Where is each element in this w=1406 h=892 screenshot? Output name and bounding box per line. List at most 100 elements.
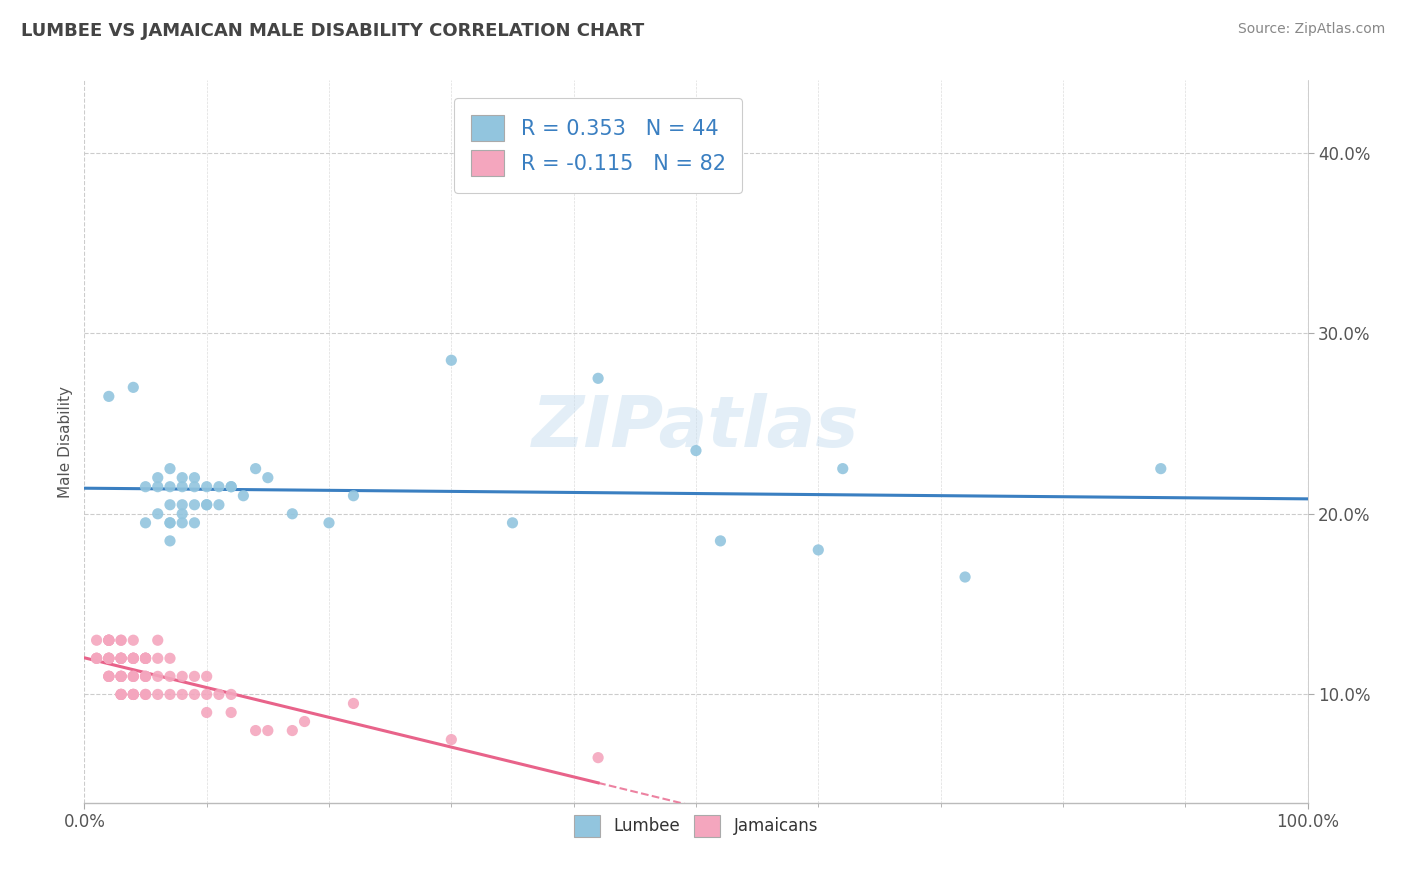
Point <box>122 687 145 701</box>
Point <box>135 651 157 665</box>
Point <box>172 480 194 494</box>
Point <box>135 651 157 665</box>
Point <box>97 669 120 683</box>
Point <box>219 706 242 720</box>
Point <box>135 651 157 665</box>
Point <box>110 651 132 665</box>
Point <box>97 669 120 683</box>
Point <box>97 633 120 648</box>
Point <box>183 516 205 530</box>
Point <box>219 687 242 701</box>
Point <box>685 443 707 458</box>
Point <box>110 669 132 683</box>
Point <box>146 651 169 665</box>
Point <box>122 651 145 665</box>
Point <box>86 633 108 648</box>
Point <box>257 723 280 738</box>
Point <box>122 651 145 665</box>
Point <box>122 669 145 683</box>
Point <box>586 750 609 764</box>
Point <box>86 651 108 665</box>
Point <box>97 389 120 403</box>
Point <box>195 480 218 494</box>
Point <box>257 471 280 485</box>
Y-axis label: Male Disability: Male Disability <box>58 385 73 498</box>
Point <box>122 633 145 648</box>
Point <box>135 480 157 494</box>
Point <box>110 687 132 701</box>
Point <box>159 461 181 475</box>
Point <box>122 651 145 665</box>
Point <box>97 633 120 648</box>
Point <box>110 651 132 665</box>
Point <box>146 633 169 648</box>
Point <box>110 651 132 665</box>
Point <box>97 633 120 648</box>
Point <box>97 633 120 648</box>
Point <box>208 687 231 701</box>
Point <box>831 461 853 475</box>
Point <box>146 471 169 485</box>
Point <box>110 669 132 683</box>
Point <box>440 353 463 368</box>
Point <box>219 480 242 494</box>
Point <box>110 669 132 683</box>
Point <box>208 480 231 494</box>
Point <box>97 651 120 665</box>
Point <box>953 570 976 584</box>
Point <box>97 651 120 665</box>
Point <box>183 687 205 701</box>
Point <box>183 669 205 683</box>
Point <box>172 471 194 485</box>
Point <box>159 516 181 530</box>
Text: ZIPatlas: ZIPatlas <box>533 392 859 461</box>
Point <box>110 651 132 665</box>
Point <box>342 489 364 503</box>
Point <box>110 633 132 648</box>
Point <box>159 669 181 683</box>
Point <box>159 651 181 665</box>
Point <box>245 461 267 475</box>
Point <box>97 633 120 648</box>
Point <box>245 723 267 738</box>
Point <box>122 651 145 665</box>
Point <box>86 651 108 665</box>
Point <box>97 669 120 683</box>
Point <box>195 498 218 512</box>
Point <box>318 516 340 530</box>
Point <box>208 498 231 512</box>
Point <box>97 651 120 665</box>
Point <box>122 687 145 701</box>
Point <box>110 651 132 665</box>
Point <box>135 651 157 665</box>
Text: LUMBEE VS JAMAICAN MALE DISABILITY CORRELATION CHART: LUMBEE VS JAMAICAN MALE DISABILITY CORRE… <box>21 22 644 40</box>
Point <box>135 687 157 701</box>
Point <box>122 687 145 701</box>
Point <box>159 533 181 548</box>
Text: Source: ZipAtlas.com: Source: ZipAtlas.com <box>1237 22 1385 37</box>
Point <box>122 687 145 701</box>
Point <box>97 651 120 665</box>
Point <box>342 697 364 711</box>
Point <box>232 489 254 503</box>
Legend: Lumbee, Jamaicans: Lumbee, Jamaicans <box>565 807 827 845</box>
Point <box>172 498 194 512</box>
Point <box>122 380 145 394</box>
Point <box>172 687 194 701</box>
Point <box>172 507 194 521</box>
Point <box>281 723 304 738</box>
Point <box>135 651 157 665</box>
Point <box>135 669 157 683</box>
Point <box>807 542 830 557</box>
Point <box>586 371 609 385</box>
Point <box>110 669 132 683</box>
Point <box>135 516 157 530</box>
Point <box>122 651 145 665</box>
Point <box>281 507 304 521</box>
Point <box>135 669 157 683</box>
Point <box>183 471 205 485</box>
Point <box>110 687 132 701</box>
Point <box>709 533 731 548</box>
Point <box>86 651 108 665</box>
Point <box>502 516 524 530</box>
